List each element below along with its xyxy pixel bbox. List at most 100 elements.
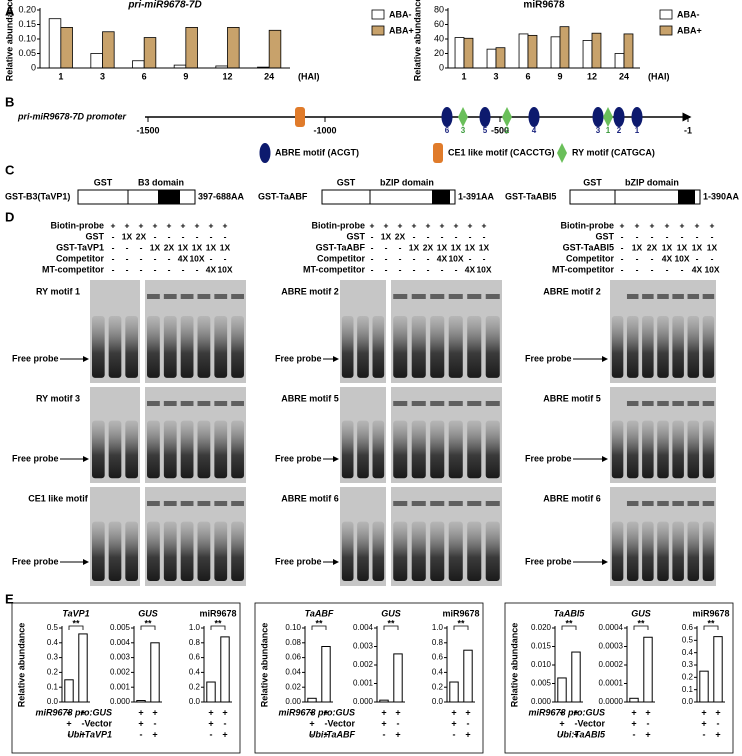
bar: [559, 26, 570, 69]
shifted-band: [485, 294, 500, 299]
emsa-cell: 1X: [381, 231, 392, 241]
bar: [591, 32, 602, 69]
emsa-cell: -: [636, 264, 639, 274]
emsa-cell: 4X: [178, 253, 189, 263]
emsa-cell: +: [153, 220, 158, 230]
gel-lane: [231, 521, 244, 582]
emsa-cell: -: [621, 242, 624, 252]
shifted-band: [147, 294, 160, 299]
emsa-cell: +: [412, 220, 417, 230]
y-tick-label: 0.0: [189, 697, 201, 706]
emsa-cell: -: [399, 253, 402, 263]
free-probe-label: Free probe: [525, 353, 572, 363]
emsa-cell: -: [469, 231, 472, 241]
y-tick-label: 1.0: [432, 623, 444, 632]
promoter-axis-label: -500: [491, 125, 509, 135]
treatment-cell: +: [381, 707, 386, 717]
gel-lane: [485, 521, 500, 582]
y-tick-label: 20: [434, 48, 444, 58]
shifted-band: [163, 501, 177, 506]
shifted-band: [448, 294, 463, 299]
gel-lane: [163, 316, 177, 378]
shifted-band: [702, 501, 715, 506]
shifted-band: [467, 501, 482, 506]
emsa-cell: 10X: [476, 264, 491, 274]
gel-lane: [611, 420, 624, 479]
y-tick-label: 0.003: [353, 642, 374, 651]
gel-image: [145, 387, 246, 483]
y-tick-label: 0: [31, 62, 36, 72]
y-tick-label: 0.020: [531, 623, 552, 632]
ry-motif: [557, 143, 567, 163]
panel-e-box: [11, 602, 241, 754]
chart-title: miR9678: [692, 608, 729, 618]
shifted-band: [411, 501, 426, 506]
emsa-cell: +: [139, 220, 144, 230]
gel-lane: [448, 420, 463, 479]
ce1-motif: [295, 107, 305, 127]
emsa-cell: +: [650, 220, 655, 230]
shifted-band: [430, 501, 445, 506]
gel-lane: [214, 420, 228, 479]
treatment-cell: +: [323, 707, 328, 717]
bar: [486, 48, 497, 69]
gel-image: [145, 487, 246, 586]
gel-lane: [467, 420, 482, 479]
emsa-cell: 2X: [136, 231, 147, 241]
shifted-band: [430, 401, 445, 406]
treatment-cell: -: [561, 729, 564, 739]
gel-lane: [108, 521, 122, 582]
tag-label: GST: [583, 177, 602, 187]
emsa-cell: 2X: [164, 242, 175, 252]
ry-motif: [458, 107, 468, 127]
emsa-cell: -: [154, 231, 157, 241]
significance-bracket: [311, 625, 327, 630]
motif-legend-label: CE1 like motif (CACCTG): [448, 147, 555, 157]
promoter-axis-label: -1: [684, 125, 692, 135]
y-axis-title: Relative abundance: [16, 623, 26, 708]
emsa-row-label: MT-competitor: [303, 264, 365, 274]
legend-label: ABA+: [677, 25, 702, 35]
significance-bracket: [68, 625, 84, 630]
treatment-label: Vector: [577, 718, 605, 728]
emsa-cell: -: [651, 231, 654, 241]
y-tick-label: 0.005: [110, 623, 131, 632]
y-axis-title: Relative abundance: [259, 623, 269, 708]
domain-block: [432, 190, 450, 204]
significance-label: **: [214, 618, 222, 628]
gel-lane: [657, 316, 669, 378]
y-tick-label: 0.04: [285, 668, 301, 677]
gel-lane: [626, 316, 639, 378]
free-probe-label: Free probe: [275, 353, 322, 363]
y-tick-label: 0.00: [285, 697, 301, 706]
y-axis-title: Relative abundance: [4, 0, 14, 81]
bar: [150, 642, 160, 703]
emsa-cell: -: [427, 253, 430, 263]
emsa-row-label: Biotin-probe: [51, 220, 105, 230]
y-tick-label: 0.3: [47, 653, 59, 662]
emsa-cell: 4X: [692, 264, 703, 274]
treatment-cell: +: [381, 718, 386, 728]
treatment-cell: +: [138, 718, 143, 728]
treatment-label: Vector: [84, 718, 112, 728]
domain-label: bZIP domain: [380, 177, 434, 187]
construct-range: 397-688AA: [198, 191, 245, 201]
gel-lane: [180, 521, 194, 582]
treatment-cell: +: [222, 729, 227, 739]
significance-label: **: [637, 618, 645, 628]
y-tick-label: 0.0000: [599, 697, 624, 706]
motif-number: 2: [505, 126, 510, 135]
x-tick-label: 1: [461, 71, 466, 81]
panel-label: D: [5, 209, 14, 224]
motif-number: 2: [617, 126, 622, 135]
y-tick-label: 0.6: [432, 653, 444, 662]
gel-lane: [642, 420, 654, 479]
emsa-cell: -: [666, 264, 669, 274]
chart-title: GUS: [631, 608, 651, 618]
treatment-label: miR9678 pro:GUS: [528, 707, 605, 717]
treatment-cell: +: [80, 707, 85, 717]
emsa-cell: -: [385, 242, 388, 252]
emsa-cell: -: [413, 264, 416, 274]
treatment-cell: +: [559, 707, 564, 717]
shifted-band: [672, 294, 684, 299]
